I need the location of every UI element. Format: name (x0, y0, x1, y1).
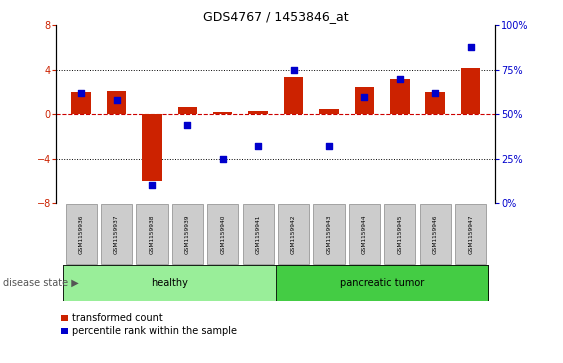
Text: GSM1159944: GSM1159944 (362, 215, 367, 254)
Text: disease state ▶: disease state ▶ (3, 278, 79, 288)
Bar (101, 204, 132, 264)
Bar (64, 265, 276, 301)
Title: GDS4767 / 1453846_at: GDS4767 / 1453846_at (203, 10, 348, 23)
Bar (72, 92, 91, 114)
Bar (319, 109, 339, 114)
Point (289, 67, 298, 73)
Bar (276, 265, 488, 301)
Bar (461, 68, 480, 114)
Bar (107, 91, 126, 114)
Text: GSM1159937: GSM1159937 (114, 215, 119, 254)
Point (218, 156, 227, 162)
Point (148, 183, 157, 188)
Bar (426, 92, 445, 114)
Bar (65, 204, 97, 264)
Point (395, 76, 404, 82)
Point (324, 143, 333, 149)
Point (112, 97, 121, 103)
Text: GSM1159941: GSM1159941 (256, 215, 261, 254)
Bar (284, 77, 303, 114)
Bar (248, 111, 268, 114)
Text: GSM1159942: GSM1159942 (291, 215, 296, 254)
Bar (136, 204, 168, 264)
Text: GSM1159943: GSM1159943 (327, 215, 332, 254)
Bar (207, 204, 238, 264)
Point (431, 90, 440, 96)
Text: GSM1159936: GSM1159936 (79, 215, 83, 254)
Text: healthy: healthy (151, 278, 188, 288)
Point (466, 44, 475, 50)
Text: GSM1159947: GSM1159947 (468, 215, 473, 254)
Bar (177, 107, 197, 114)
Legend: transformed count, percentile rank within the sample: transformed count, percentile rank withi… (61, 313, 237, 337)
Bar (142, 114, 162, 181)
Bar (455, 204, 486, 264)
Bar (355, 86, 374, 114)
Point (360, 94, 369, 99)
Text: GSM1159939: GSM1159939 (185, 215, 190, 254)
Bar (314, 204, 345, 264)
Bar (278, 204, 309, 264)
Text: GSM1159940: GSM1159940 (220, 215, 225, 254)
Point (77, 90, 86, 96)
Point (183, 122, 192, 128)
Text: GSM1159946: GSM1159946 (433, 215, 438, 254)
Text: GSM1159945: GSM1159945 (397, 215, 403, 254)
Bar (213, 112, 233, 114)
Bar (172, 204, 203, 264)
Bar (419, 204, 451, 264)
Text: GSM1159938: GSM1159938 (149, 215, 154, 254)
Bar (349, 204, 380, 264)
Bar (243, 204, 274, 264)
Point (254, 143, 263, 149)
Bar (390, 79, 409, 114)
Bar (384, 204, 415, 264)
Text: pancreatic tumor: pancreatic tumor (340, 278, 425, 288)
